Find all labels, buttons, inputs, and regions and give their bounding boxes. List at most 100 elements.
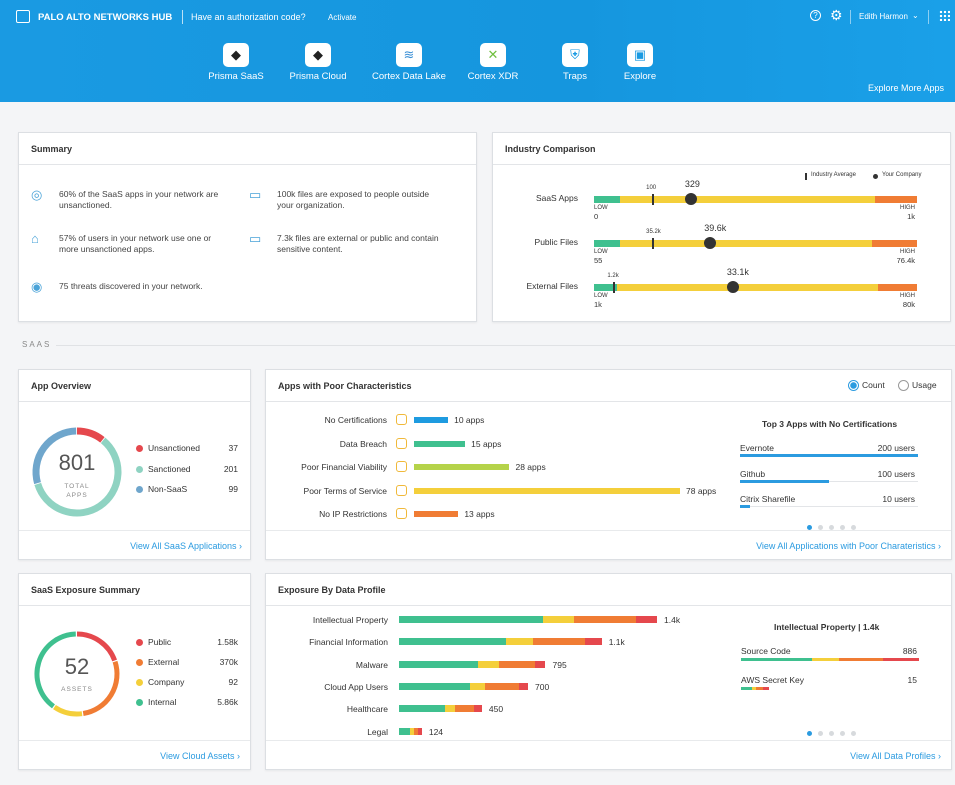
- brand-title[interactable]: PALO ALTO NETWORKS HUB: [38, 12, 173, 23]
- page-dot[interactable]: [840, 731, 845, 736]
- poor-title: Apps with Poor Characteristics: [278, 381, 412, 391]
- page-dot[interactable]: [818, 525, 823, 530]
- company-value: 33.1k: [726, 267, 749, 277]
- view-all-data-profiles-link[interactable]: View All Data Profiles ›: [850, 751, 941, 761]
- range-low-segment: [594, 196, 620, 203]
- poor-item-value: 15 apps: [471, 438, 502, 449]
- page-dot[interactable]: [807, 525, 812, 530]
- activate-link[interactable]: Activate: [328, 13, 357, 22]
- user-icon: ⌂: [31, 231, 39, 246]
- top3-pagination[interactable]: [804, 517, 859, 535]
- dp-bar-segment: [418, 727, 422, 735]
- count-label[interactable]: Count: [862, 380, 885, 390]
- dp-item-bar[interactable]: [399, 727, 422, 735]
- industry-range-bar: [594, 240, 917, 247]
- dp-item-value: 1.4k: [664, 615, 681, 625]
- header-divider-3: [928, 10, 929, 24]
- poor-item-bar[interactable]: [414, 440, 466, 447]
- poor-item-bar[interactable]: [414, 487, 680, 494]
- dp-item-bar[interactable]: [399, 660, 546, 668]
- total-apps-value: 801: [58, 450, 96, 475]
- dp-item-value: 124: [428, 726, 444, 737]
- app-grid-icon[interactable]: [939, 10, 950, 21]
- page-dot[interactable]: [840, 525, 845, 530]
- dp-bar-segment: [413, 727, 419, 735]
- dp-detail-name[interactable]: Source Code: [741, 646, 791, 656]
- view-all-saas-apps-link[interactable]: View All SaaS Applications ›: [130, 541, 242, 551]
- explore-more-apps-link[interactable]: Explore More Apps: [868, 83, 945, 93]
- dp-item-bar[interactable]: [399, 705, 482, 713]
- dp-detail-segment: [741, 687, 753, 690]
- app-tile-prisma-cloud[interactable]: ◆ Prisma Cloud: [276, 43, 360, 82]
- count-radio[interactable]: [848, 380, 859, 391]
- page-dot[interactable]: [851, 731, 856, 736]
- dp-detail-value: 1.4k: [862, 622, 880, 632]
- folder-icon: ▭: [249, 231, 262, 246]
- company-value: 329: [684, 179, 700, 189]
- threat-icon: ◉: [31, 279, 43, 294]
- view-all-saas-apps-label: View All SaaS Applications: [130, 541, 237, 551]
- legend-value: 5.86k: [217, 697, 238, 707]
- auth-prompt: Have an authorization code?: [191, 12, 306, 22]
- view-all-poor-apps-link[interactable]: View All Applications with Poor Charater…: [756, 541, 941, 551]
- dp-bar-segment: [444, 705, 456, 713]
- legend-label: Non-SaaS: [148, 484, 188, 494]
- top3-app-name[interactable]: Citrix Sharefile: [740, 494, 796, 504]
- dp-item-bar[interactable]: [399, 616, 657, 623]
- gear-icon[interactable]: ⚙: [830, 7, 843, 23]
- app-tile-cortex-xdr[interactable]: ✕ Cortex XDR: [451, 43, 535, 82]
- page-dot[interactable]: [851, 525, 856, 530]
- top3-app-name[interactable]: Github: [740, 468, 766, 479]
- range-max-value: 1k: [907, 212, 915, 221]
- legend-value: 92: [228, 677, 238, 687]
- page-dot[interactable]: [807, 731, 812, 736]
- header-divider-2: [850, 10, 851, 24]
- range-low-segment: [594, 284, 617, 291]
- view-cloud-assets-link[interactable]: View Cloud Assets ›: [160, 751, 240, 761]
- company-marker: [726, 281, 739, 293]
- dp-item-bar[interactable]: [399, 638, 602, 646]
- poor-item-bar[interactable]: [414, 464, 510, 470]
- user-menu[interactable]: Edith Harmon: [859, 12, 908, 21]
- summary-item-text: 7.3k files are external or public and co…: [277, 233, 439, 254]
- page-dot[interactable]: [818, 731, 823, 736]
- dp-detail-segment: [752, 687, 757, 690]
- app-overview-title: App Overview: [31, 381, 92, 391]
- view-all-data-profiles-label: View All Data Profiles: [850, 751, 936, 761]
- industry-row-label: SaaS Apps: [535, 193, 578, 203]
- app-tile-prisma-saas[interactable]: ◆ Prisma SaaS: [194, 43, 278, 82]
- industry-avg-value: 35.2k: [646, 229, 661, 235]
- poor-item-bar[interactable]: [414, 417, 449, 423]
- page-dot[interactable]: [829, 731, 834, 736]
- legend-value: 1.58k: [217, 637, 238, 647]
- range-high-label: HIGH: [900, 293, 915, 299]
- dp-item-label: Intellectual Property: [312, 615, 388, 625]
- app-tile-traps[interactable]: ⛨ Traps: [533, 43, 617, 82]
- dp-item-bar[interactable]: [399, 682, 528, 690]
- company-marker: [684, 193, 697, 205]
- dp-bar-segment: [543, 616, 575, 623]
- chevron-right-icon: ›: [938, 751, 941, 761]
- usage-radio[interactable]: [898, 380, 909, 391]
- range-low-label: LOW: [594, 205, 608, 211]
- app-tile-label: Prisma SaaS: [208, 71, 264, 82]
- range-low-segment: [594, 240, 620, 247]
- dp-bar-segment: [535, 660, 546, 668]
- dp-bar-segment: [485, 682, 519, 690]
- summary-item-text: 57% of users in your network use one or …: [59, 233, 212, 254]
- help-icon[interactable]: ?: [810, 10, 821, 21]
- poor-item-icon: [396, 414, 407, 425]
- page-dot[interactable]: [829, 525, 834, 530]
- dp-detail-name[interactable]: AWS Secret Key: [741, 675, 804, 685]
- hub-logo[interactable]: [16, 10, 30, 23]
- app-tile-explore[interactable]: ▣ Explore: [598, 43, 682, 82]
- app-tile-label: Cortex Data Lake: [372, 71, 446, 82]
- usage-label[interactable]: Usage: [912, 380, 937, 390]
- legend-label: Sanctioned: [148, 463, 191, 474]
- chevron-down-icon[interactable]: ⌄: [912, 11, 919, 20]
- poor-item-bar[interactable]: [414, 511, 459, 517]
- dp-pagination[interactable]: [804, 723, 859, 741]
- top3-app-name[interactable]: Evernote: [740, 443, 775, 453]
- app-tile-cortex-data-lake[interactable]: ≋ Cortex Data Lake: [367, 43, 451, 82]
- range-low-label: LOW: [594, 249, 608, 255]
